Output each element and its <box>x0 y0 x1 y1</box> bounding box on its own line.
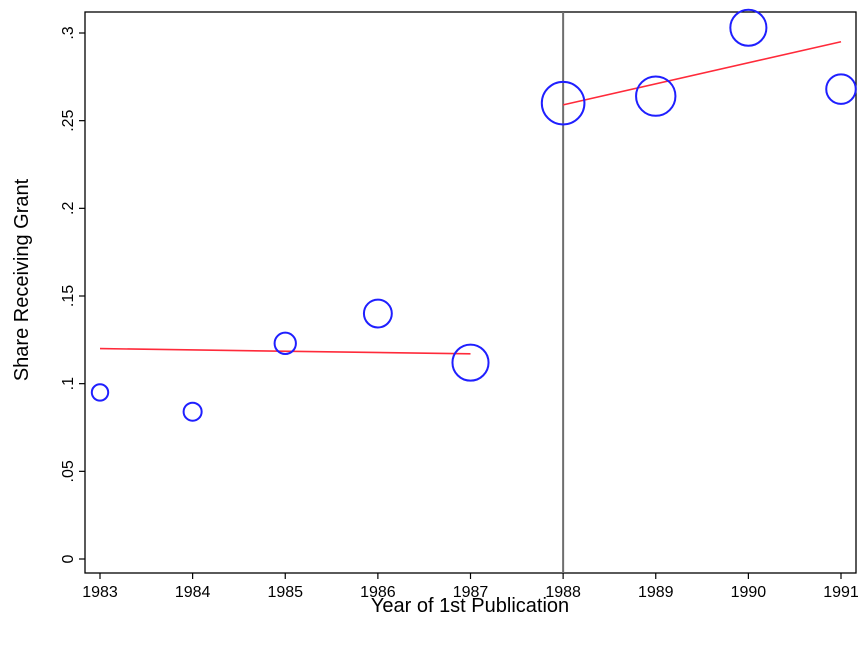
x-tick-label: 1989 <box>638 584 674 601</box>
x-axis-ticks: 1983 1984 1985 1986 1987 1988 1989 1990 1991 <box>82 573 859 601</box>
y-tick-label: .3 <box>60 26 77 39</box>
y-tick-label: .25 <box>60 109 77 131</box>
data-point <box>90 383 110 402</box>
y-tick-label: .05 <box>60 460 77 482</box>
x-tick-label: 1988 <box>545 584 581 601</box>
data-points-group <box>90 8 857 422</box>
data-point <box>273 331 297 355</box>
y-tick-label: 0 <box>60 554 77 563</box>
x-tick-label: 1991 <box>823 584 859 601</box>
data-point <box>451 343 490 382</box>
data-point <box>540 80 586 126</box>
fit-lines-group <box>99 40 842 355</box>
x-tick-label: 1986 <box>360 584 396 601</box>
data-point <box>825 73 857 105</box>
data-point <box>362 298 393 329</box>
y-tick-label: .2 <box>60 202 77 215</box>
x-tick-label: 1990 <box>731 584 767 601</box>
y-tick-label: .15 <box>60 285 77 307</box>
x-tick-label: 1987 <box>453 584 489 601</box>
y-tick-label: .1 <box>60 377 77 390</box>
x-tick-label: 1983 <box>82 584 118 601</box>
data-point <box>729 8 768 47</box>
data-point <box>182 401 203 422</box>
x-tick-label: 1984 <box>175 584 211 601</box>
fit-line <box>99 347 471 355</box>
data-point <box>635 75 677 117</box>
x-tick-label: 1985 <box>267 584 303 601</box>
y-axis-ticks: 0 .05 .1 .15 .2 .25 .3 <box>60 26 85 563</box>
x-axis-title: Year of 1st Publication <box>371 595 569 617</box>
fit-line <box>562 40 842 106</box>
y-axis-title: Share Receiving Grant <box>11 178 33 381</box>
